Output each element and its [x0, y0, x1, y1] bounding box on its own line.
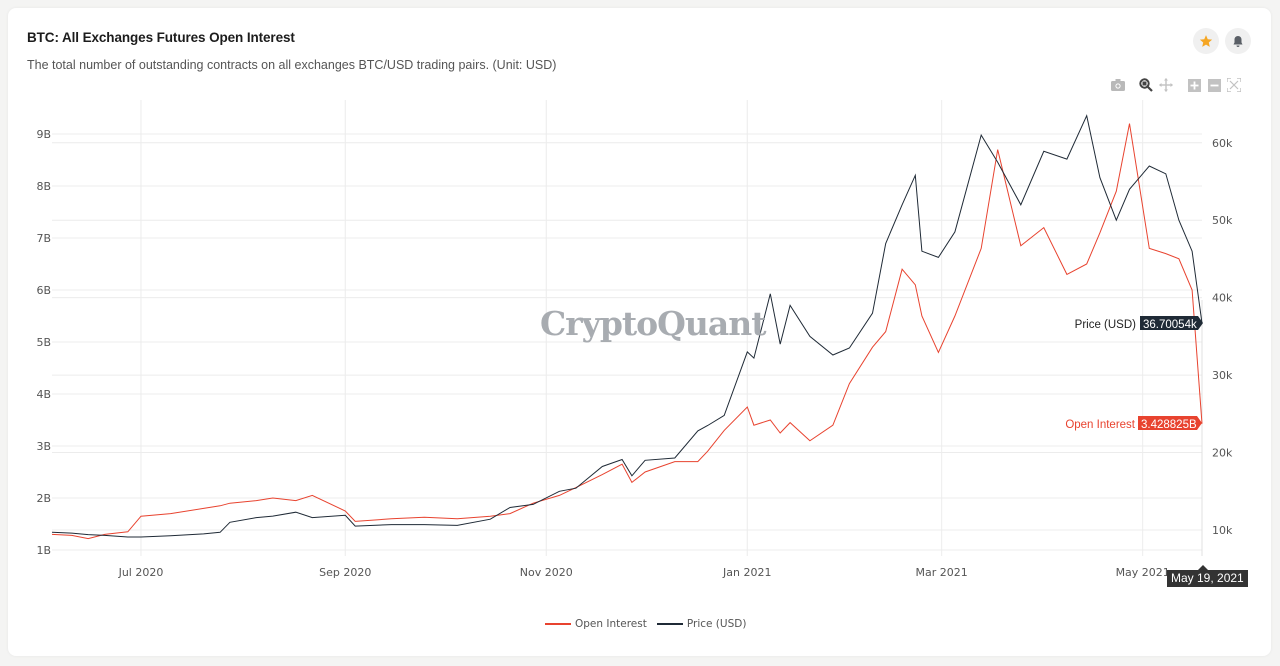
y-left-tick: 3B: [36, 440, 51, 453]
watermark-logo: CryptoQuant: [540, 304, 767, 343]
chart-title: BTC: All Exchanges Futures Open Interest: [27, 30, 295, 45]
legend-item-open-interest[interactable]: Open Interest: [545, 618, 647, 630]
x-tick: Mar 2021: [916, 566, 968, 579]
chart-modebar: [1110, 77, 1246, 93]
autoscale-button[interactable]: [1226, 77, 1242, 93]
x-tick: May 2021: [1116, 566, 1170, 579]
y-left-tick: 7B: [36, 232, 51, 245]
hover-price-value: 36.70054k: [1143, 319, 1197, 331]
x-tick: Jan 2021: [722, 566, 771, 579]
favorite-button[interactable]: [1193, 28, 1219, 54]
camera-icon: [1111, 79, 1125, 91]
zoom-button[interactable]: [1138, 77, 1154, 93]
camera-button[interactable]: [1110, 77, 1126, 93]
open-interest-line: [51, 123, 1203, 540]
x-tick: Sep 2020: [319, 566, 371, 579]
legend-label-price: Price (USD): [686, 618, 747, 630]
x-tick: Jul 2020: [118, 566, 164, 579]
legend-label-open-interest: Open Interest: [575, 618, 647, 630]
chart-legend: Open Interest Price (USD): [545, 618, 756, 630]
grid-lines: [52, 100, 1203, 556]
legend-swatch-open-interest: [545, 623, 571, 625]
y-left-tick: 1B: [36, 544, 51, 557]
hover-oi-label: Open Interest: [1065, 419, 1135, 431]
zoom-out-icon: [1207, 78, 1221, 92]
autoscale-icon: [1227, 78, 1241, 92]
x-axis: Jul 2020 Sep 2020 Nov 2020 Jan 2021 Mar 2021…: [118, 566, 1170, 579]
bell-icon: [1233, 35, 1243, 47]
pan-icon: [1159, 78, 1173, 92]
x-tick: Nov 2020: [520, 566, 573, 579]
zoom-icon: [1139, 78, 1153, 92]
y-axis-left: 1B 2B 3B 4B 5B 6B 7B 8B 9B: [36, 128, 51, 557]
y-axis-right: 10k 20k 30k 40k 50k 60k: [1212, 137, 1233, 537]
legend-swatch-price: [656, 623, 683, 625]
alert-button[interactable]: [1225, 28, 1251, 54]
y-right-tick: 50k: [1212, 214, 1233, 227]
chart-card: [8, 8, 1271, 656]
y-right-tick: 40k: [1212, 292, 1233, 305]
y-left-tick: 6B: [36, 284, 51, 297]
y-left-tick: 9B: [36, 128, 51, 141]
y-left-tick: 2B: [36, 492, 51, 505]
y-right-tick: 20k: [1212, 447, 1233, 460]
hover-price-tag: Price (USD) 36.70054k: [1075, 316, 1203, 331]
y-right-tick: 10k: [1212, 524, 1233, 537]
star-icon: [1199, 35, 1213, 47]
price-line: [51, 114, 1203, 538]
hover-oi-value: 3.428825B: [1141, 419, 1197, 431]
legend-item-price[interactable]: Price (USD): [656, 618, 747, 630]
hover-date-tooltip: May 19, 2021: [1167, 565, 1248, 587]
y-right-tick: 30k: [1212, 369, 1233, 382]
y-left-tick: 4B: [36, 388, 51, 401]
y-left-tick: 5B: [36, 336, 51, 349]
pan-button[interactable]: [1158, 77, 1174, 93]
hover-price-label: Price (USD): [1075, 319, 1137, 331]
chart-subtitle: The total number of outstanding contract…: [27, 58, 557, 72]
y-left-tick: 8B: [36, 180, 51, 193]
y-right-tick: 60k: [1212, 137, 1233, 150]
hover-oi-tag: Open Interest 3.428825B: [1065, 416, 1202, 431]
zoom-in-icon: [1187, 78, 1201, 92]
zoom-in-button[interactable]: [1186, 77, 1202, 93]
zoom-out-button[interactable]: [1206, 77, 1222, 93]
